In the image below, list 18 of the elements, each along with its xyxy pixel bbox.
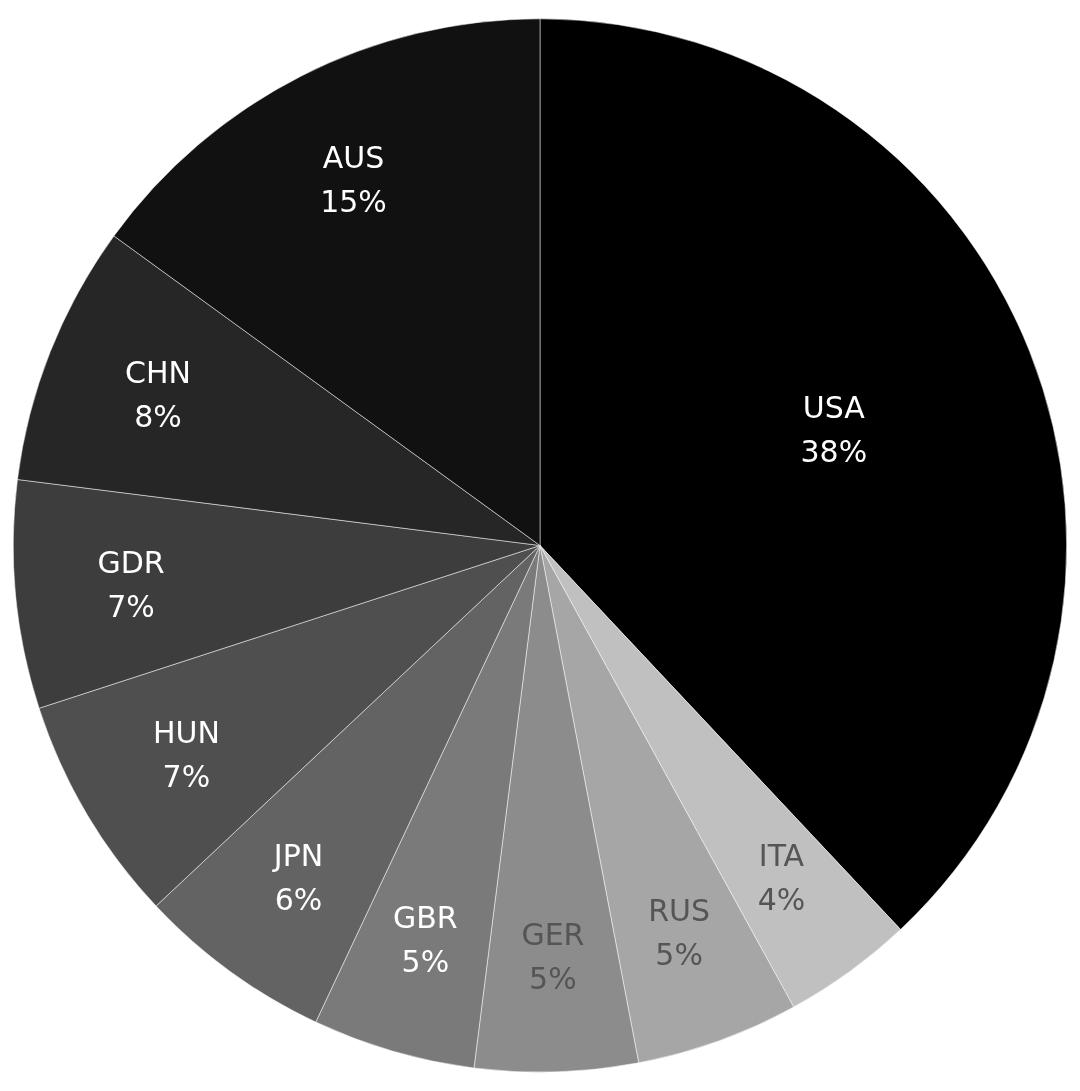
data-label: 4% <box>757 882 806 918</box>
slice-label: GBR <box>393 900 458 936</box>
slice-label: CHN <box>125 354 192 390</box>
slice-label: HUN <box>152 715 220 751</box>
data-label: 6% <box>274 882 323 918</box>
slice-label: JPN <box>271 838 324 874</box>
data-label: 5% <box>655 936 703 972</box>
data-label: 7% <box>107 588 155 624</box>
slice-label: AUS <box>322 139 385 175</box>
data-label: 15% <box>320 183 387 219</box>
data-label: 38% <box>800 433 868 469</box>
slice-label: ITA <box>758 838 805 874</box>
slice-label: USA <box>802 389 866 425</box>
data-label: 8% <box>134 398 182 434</box>
slice-label: RUS <box>648 892 711 928</box>
slice-label: GDR <box>97 544 165 580</box>
data-label: 5% <box>401 944 450 980</box>
data-label: 7% <box>162 759 211 795</box>
